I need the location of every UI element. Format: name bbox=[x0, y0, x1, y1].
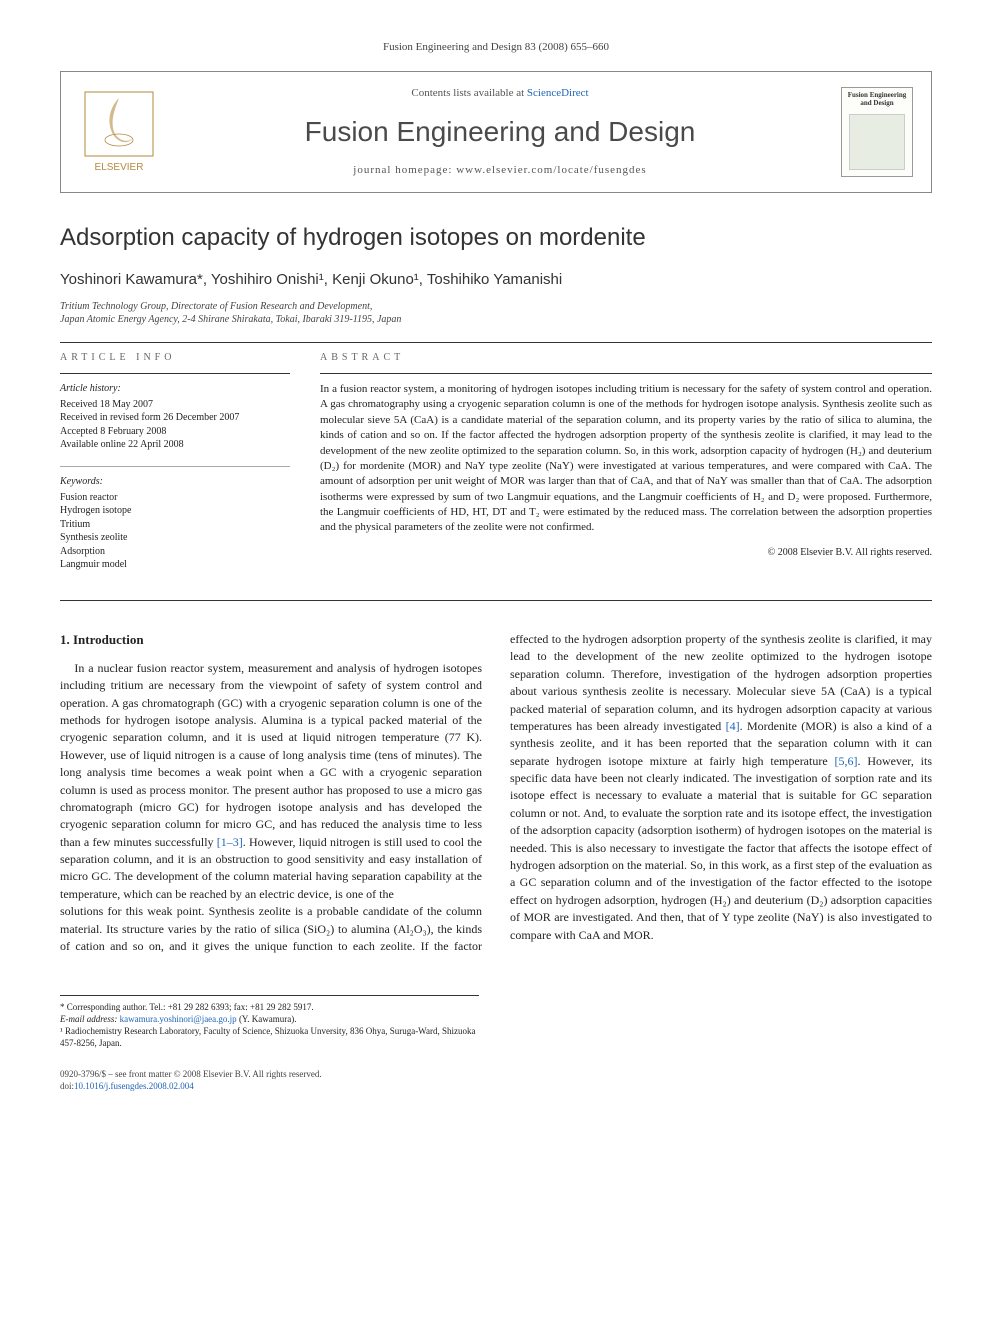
history-line: Received in revised form 26 December 200… bbox=[60, 411, 290, 425]
contents-prefix: Contents lists available at bbox=[411, 87, 526, 99]
doi-line: doi:10.1016/j.fusengdes.2008.02.004 bbox=[60, 1081, 932, 1093]
keywords-block: Keywords: Fusion reactorHydrogen isotope… bbox=[60, 475, 290, 572]
keyword: Synthesis zeolite bbox=[60, 531, 290, 545]
ref-link[interactable]: [5,6] bbox=[835, 754, 858, 768]
email-name: (Y. Kawamura). bbox=[237, 1014, 297, 1024]
history-line: Received 18 May 2007 bbox=[60, 398, 290, 412]
cover-image-icon bbox=[849, 114, 905, 170]
email-label: E-mail address: bbox=[60, 1014, 120, 1024]
history-line: Available online 22 April 2008 bbox=[60, 438, 290, 452]
article-info-block: ARTICLE INFO Article history: Received 1… bbox=[60, 351, 290, 586]
keyword: Adsorption bbox=[60, 545, 290, 559]
header-center: Contents lists available at ScienceDirec… bbox=[177, 86, 823, 178]
info-row: ARTICLE INFO Article history: Received 1… bbox=[60, 351, 932, 586]
article-info-label: ARTICLE INFO bbox=[60, 351, 290, 365]
history-line: Accepted 8 February 2008 bbox=[60, 425, 290, 439]
history-block: Article history: Received 18 May 2007Rec… bbox=[60, 382, 290, 452]
keyword: Langmuir model bbox=[60, 558, 290, 572]
rule-bottom bbox=[60, 600, 932, 601]
history-heading: Article history: bbox=[60, 382, 290, 396]
keyword: Tritium bbox=[60, 518, 290, 532]
contents-line: Contents lists available at ScienceDirec… bbox=[177, 86, 823, 101]
rule-info bbox=[60, 373, 290, 374]
elsevier-logo: ELSEVIER bbox=[79, 87, 159, 177]
journal-name: Fusion Engineering and Design bbox=[177, 112, 823, 151]
rule-top bbox=[60, 342, 932, 343]
sciencedirect-link[interactable]: ScienceDirect bbox=[527, 87, 589, 99]
elsevier-label: ELSEVIER bbox=[95, 162, 144, 173]
intro-heading: 1. Introduction bbox=[60, 631, 482, 650]
citation-line: Fusion Engineering and Design 83 (2008) … bbox=[60, 40, 932, 55]
footnotes: * Corresponding author. Tel.: +81 29 282… bbox=[60, 995, 479, 1049]
homepage-label: journal homepage: bbox=[353, 164, 456, 176]
affil-line: Tritium Technology Group, Directorate of… bbox=[60, 301, 372, 312]
footnote-1: ¹ Radiochemistry Research Laboratory, Fa… bbox=[60, 1026, 479, 1049]
affiliation: Tritium Technology Group, Directorate of… bbox=[60, 300, 932, 326]
doi-label: doi: bbox=[60, 1081, 74, 1091]
article-title: Adsorption capacity of hydrogen isotopes… bbox=[60, 221, 932, 255]
abstract-text: In a fusion reactor system, a monitoring… bbox=[320, 382, 932, 536]
email-line: E-mail address: kawamura.yoshinori@jaea.… bbox=[60, 1014, 479, 1026]
intro-para-1: In a nuclear fusion reactor system, meas… bbox=[60, 660, 482, 903]
abstract-block: ABSTRACT In a fusion reactor system, a m… bbox=[320, 351, 932, 586]
rule-kw bbox=[60, 466, 290, 467]
rule-abs bbox=[320, 373, 932, 374]
cover-title: Fusion Engineering and Design bbox=[844, 92, 910, 107]
journal-header: ELSEVIER Contents lists available at Sci… bbox=[60, 71, 932, 193]
ref-link[interactable]: [1–3] bbox=[217, 835, 243, 849]
issn-line: 0920-3796/$ – see front matter © 2008 El… bbox=[60, 1069, 932, 1081]
body-text: 1. Introduction In a nuclear fusion reac… bbox=[60, 631, 932, 955]
homepage-url[interactable]: www.elsevier.com/locate/fusengdes bbox=[456, 164, 647, 176]
doi-link[interactable]: 10.1016/j.fusengdes.2008.02.004 bbox=[74, 1081, 194, 1091]
author-list: Yoshinori Kawamura*, Yoshihiro Onishi¹, … bbox=[60, 269, 932, 290]
keyword: Fusion reactor bbox=[60, 491, 290, 505]
corresponding-author: * Corresponding author. Tel.: +81 29 282… bbox=[60, 1002, 479, 1014]
bottom-bar: 0920-3796/$ – see front matter © 2008 El… bbox=[60, 1069, 932, 1092]
abstract-copyright: © 2008 Elsevier B.V. All rights reserved… bbox=[320, 546, 932, 560]
homepage-line: journal homepage: www.elsevier.com/locat… bbox=[177, 163, 823, 178]
abstract-label: ABSTRACT bbox=[320, 351, 932, 365]
ref-link[interactable]: [4] bbox=[726, 719, 740, 733]
email-link[interactable]: kawamura.yoshinori@jaea.go.jp bbox=[120, 1014, 237, 1024]
keyword: Hydrogen isotope bbox=[60, 504, 290, 518]
journal-cover-thumb: Fusion Engineering and Design bbox=[841, 87, 913, 177]
keywords-heading: Keywords: bbox=[60, 475, 290, 489]
affil-line: Japan Atomic Energy Agency, 2-4 Shirane … bbox=[60, 314, 401, 325]
